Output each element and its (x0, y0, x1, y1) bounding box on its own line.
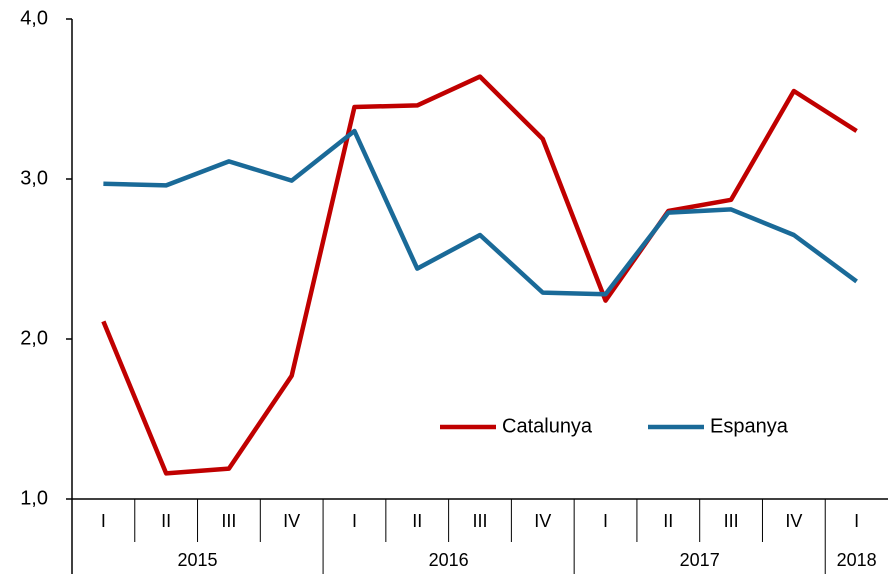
x-tick-label: II (412, 511, 422, 531)
year-label: 2016 (429, 550, 469, 570)
year-label: 2015 (178, 550, 218, 570)
x-tick-label: IV (283, 511, 300, 531)
x-tick-label: II (663, 511, 673, 531)
x-tick-label: III (472, 511, 487, 531)
line-series (103, 128, 858, 297)
line-series (101, 74, 858, 476)
y-tick-label: 2,0 (20, 327, 48, 349)
x-tick-label: I (352, 511, 357, 531)
x-tick-label: I (854, 511, 859, 531)
x-tick-label: I (603, 511, 608, 531)
x-tick-label: I (101, 511, 106, 531)
x-tick-label: III (724, 511, 739, 531)
x-tick-label: IV (785, 511, 802, 531)
x-tick-label: III (221, 511, 236, 531)
y-tick-label: 3,0 (20, 167, 48, 189)
year-label: 2017 (680, 550, 720, 570)
legend-label: Catalunya (502, 415, 593, 437)
year-label: 2018 (837, 550, 877, 570)
legend-label: Espanya (710, 415, 789, 437)
y-tick-label: 4,0 (20, 7, 48, 29)
x-tick-label: IV (534, 511, 551, 531)
x-tick-label: II (161, 511, 171, 531)
y-tick-label: 1,0 (20, 487, 48, 509)
